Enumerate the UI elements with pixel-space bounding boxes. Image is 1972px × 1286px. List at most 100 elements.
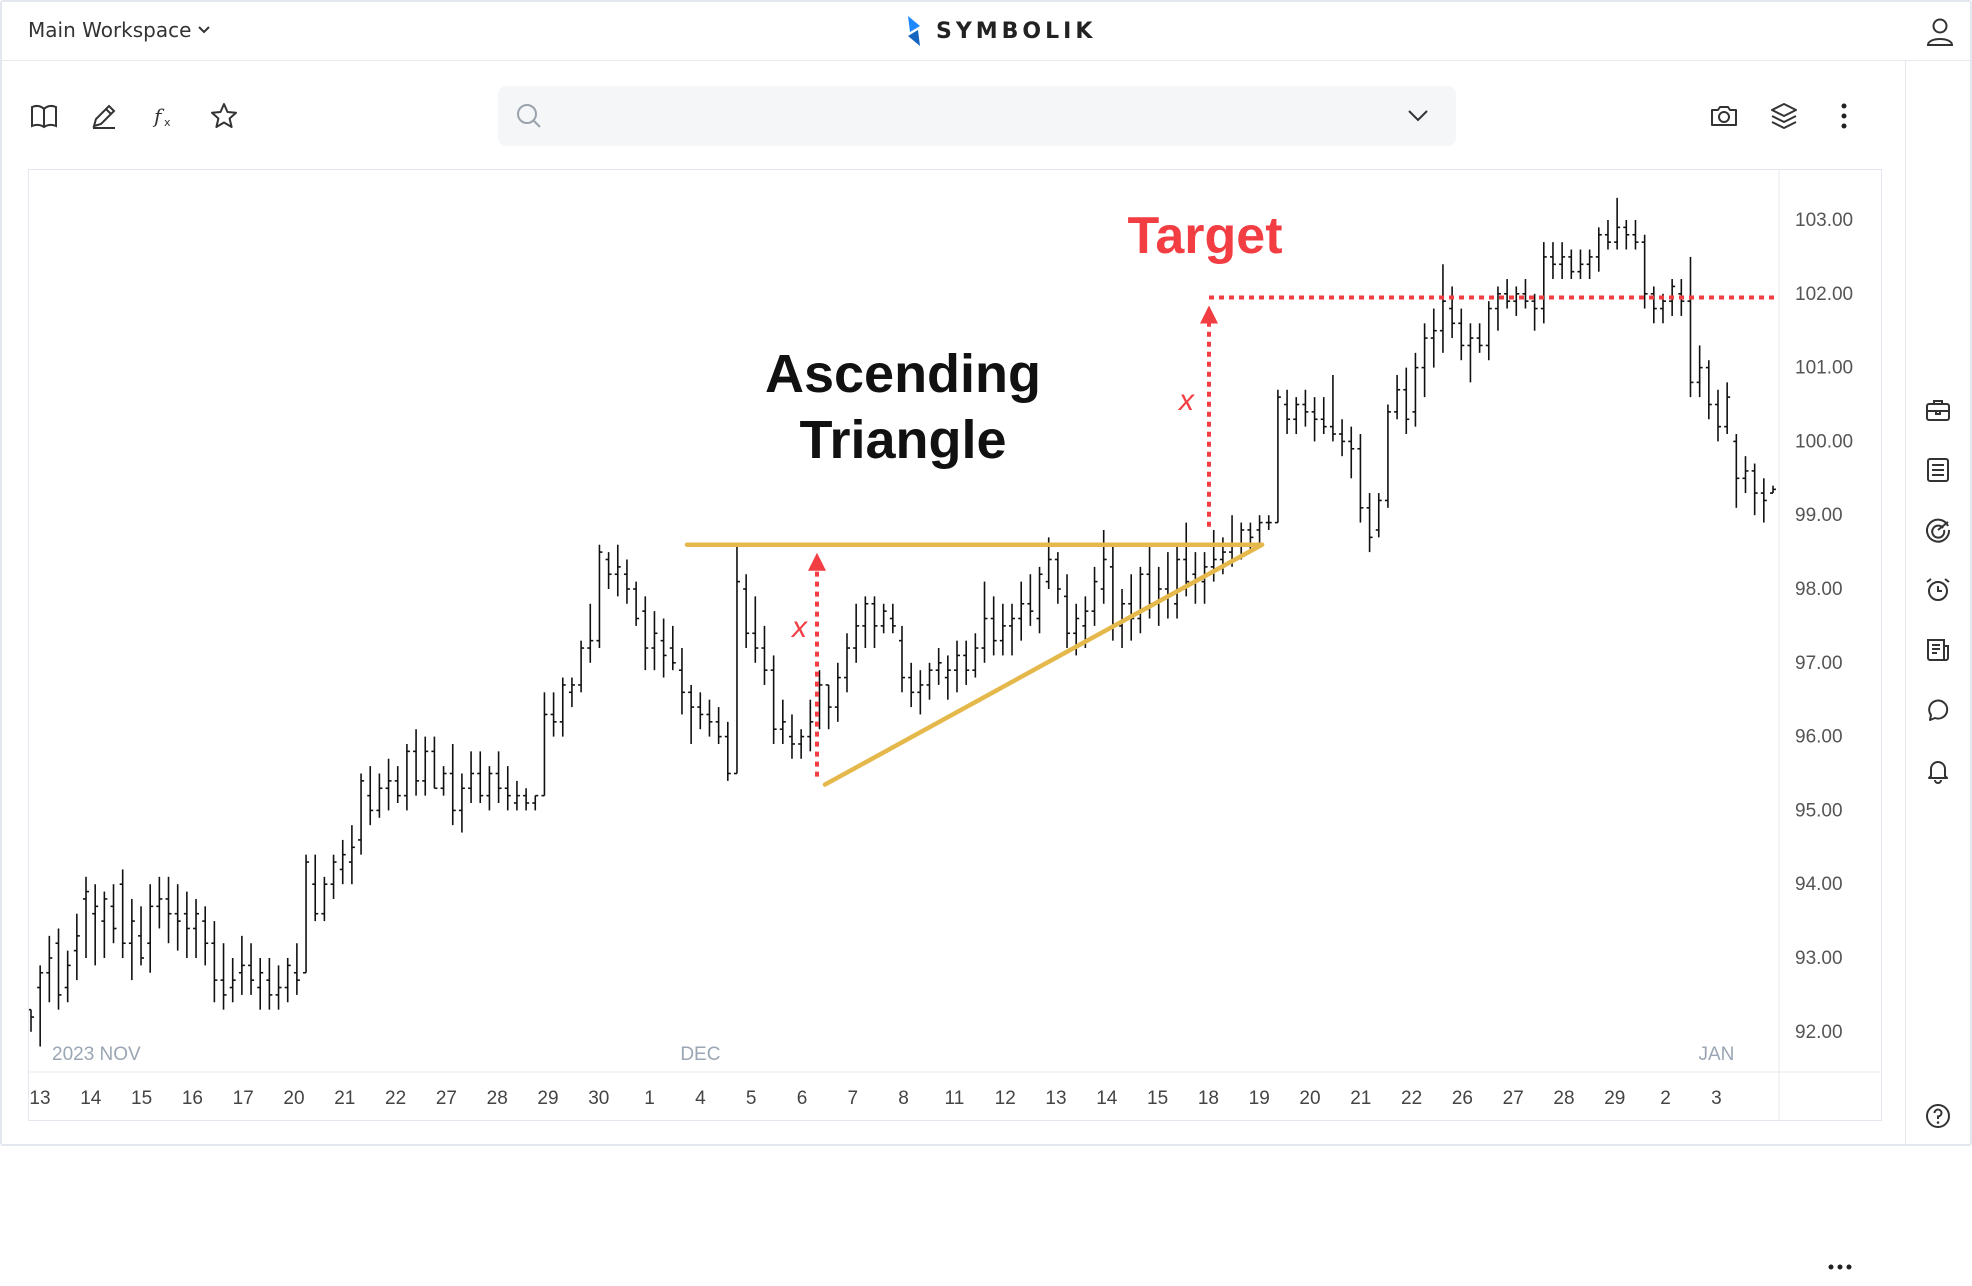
ohlc-bar [623,559,630,604]
ohlc-bar [1733,434,1740,508]
ohlc-bar [1595,227,1602,272]
portfolio-button[interactable] [1924,396,1952,424]
date-tick-label: 15 [131,1088,152,1109]
ohlc-bar [1320,397,1327,435]
date-axis-more-button[interactable] [1820,1252,1860,1282]
ohlc-bar [1494,286,1501,331]
ohlc-bar [1650,286,1657,324]
ohlc-bar [257,958,264,1010]
ohlc-bar [1155,566,1162,626]
ohlc-bar [724,721,731,781]
ohlc-bar [55,928,62,1010]
right-sidebar [1905,60,1970,1144]
ohlc-bar [990,596,997,656]
screenshot-button[interactable] [1708,100,1740,132]
user-profile-button[interactable] [1922,14,1958,50]
ohlc-bar [413,729,420,796]
ohlc-bar [238,935,245,995]
notifications-button[interactable] [1924,756,1952,784]
indicator-button[interactable]: f x [148,100,180,132]
draw-button[interactable] [88,100,120,132]
price-bars [29,197,1776,1047]
ohlc-bar [202,906,209,966]
date-tick-label: 17 [233,1088,254,1109]
ohlc-bar [972,633,979,678]
ohlc-bar [174,884,181,951]
date-tick-label: 16 [182,1088,203,1109]
user-icon [1926,18,1954,46]
ohlc-bar [550,692,557,737]
ohlc-bar [899,625,905,693]
date-tick-label: 6 [797,1088,808,1109]
more-options-button[interactable] [1828,100,1860,132]
ohlc-bar [743,574,750,649]
target-label: Target [1127,207,1282,265]
ohlc-bar [1705,360,1712,420]
ohlc-bar [1467,323,1474,383]
ohlc-bar [935,648,942,685]
price-tick-label: 95.00 [1795,800,1843,821]
date-tick-label: 14 [80,1088,102,1109]
date-tick-label: 2 [1660,1088,1671,1109]
ohlc-bar [963,640,970,685]
date-tick-label: 11 [945,1088,965,1109]
month-label: 2023 NOV [52,1044,141,1065]
ohlc-bar [147,884,154,973]
symbol-search[interactable] [498,86,1456,146]
date-tick-label: 22 [385,1088,406,1109]
ohlc-bar [788,714,795,759]
ohlc-bar [1559,242,1566,280]
ohlc-bar [1137,566,1144,634]
price-chart[interactable]: 103.00 102.00 101.00 100.00 99.00 98.00 97.00 9… [29,170,1881,1120]
help-button[interactable] [1924,1102,1952,1130]
date-tick-label: 22 [1401,1088,1422,1109]
more-horizontal-icon [1828,1264,1852,1270]
ohlc-bar [688,684,695,744]
ohlc-bar [1384,404,1391,508]
workspace-selector[interactable]: Main Workspace [28,18,211,42]
ohlc-bar [1522,279,1529,309]
ohlc-bar [715,707,722,744]
ohlc-bar [1265,515,1272,530]
ohlc-bar [248,943,255,995]
search-input[interactable] [554,100,1378,134]
date-tick-label: 8 [898,1088,909,1109]
ohlc-bar [596,544,603,649]
ohlc-bar [29,1008,34,1032]
ohlc-bar [880,603,887,634]
ohlc-bar [660,618,667,678]
alerts-clock-button[interactable] [1924,576,1952,604]
layers-button[interactable] [1768,100,1800,132]
ohlc-bar [559,677,566,737]
price-tick-label: 102.00 [1795,284,1853,305]
ohlc-bar [431,736,438,790]
news-button[interactable] [1924,636,1952,664]
ohlc-bar [1164,552,1171,619]
ohlc-bar [1449,286,1456,339]
watchlist-button[interactable] [1924,456,1952,484]
date-axis[interactable]: 13 14 15 16 17 20 21 22 27 28 29 30 1 4 5 6 7 8 11 12 13 14 15… [29,1071,1881,1109]
scanner-button[interactable] [1924,516,1952,544]
ohlc-bar [825,684,832,730]
chat-button[interactable] [1924,696,1952,724]
pattern-title-line2: Triangle [799,410,1006,470]
ascending-support-line [822,542,1265,787]
ohlc-bar [504,766,511,811]
chevron-down-icon[interactable] [1406,108,1430,124]
more-vertical-icon [1841,103,1847,129]
chat-icon [1928,699,1949,721]
ohlc-bar [1403,367,1410,435]
ohlc-bar [541,692,548,797]
price-axis[interactable]: 103.00 102.00 101.00 100.00 99.00 98.00 97.00 9… [1778,170,1853,1120]
date-tick-label: 20 [1299,1088,1320,1109]
ohlc-bar [605,552,612,589]
ohlc-bar [752,596,759,663]
month-label: JAN [1698,1044,1734,1065]
book-button[interactable] [28,100,60,132]
ohlc-bar [1054,552,1061,604]
ohlc-bar [1504,279,1511,309]
favorite-button[interactable] [208,100,240,132]
ohlc-bar [458,773,465,833]
ohlc-bar [1724,382,1731,435]
ohlc-bar [385,758,392,811]
